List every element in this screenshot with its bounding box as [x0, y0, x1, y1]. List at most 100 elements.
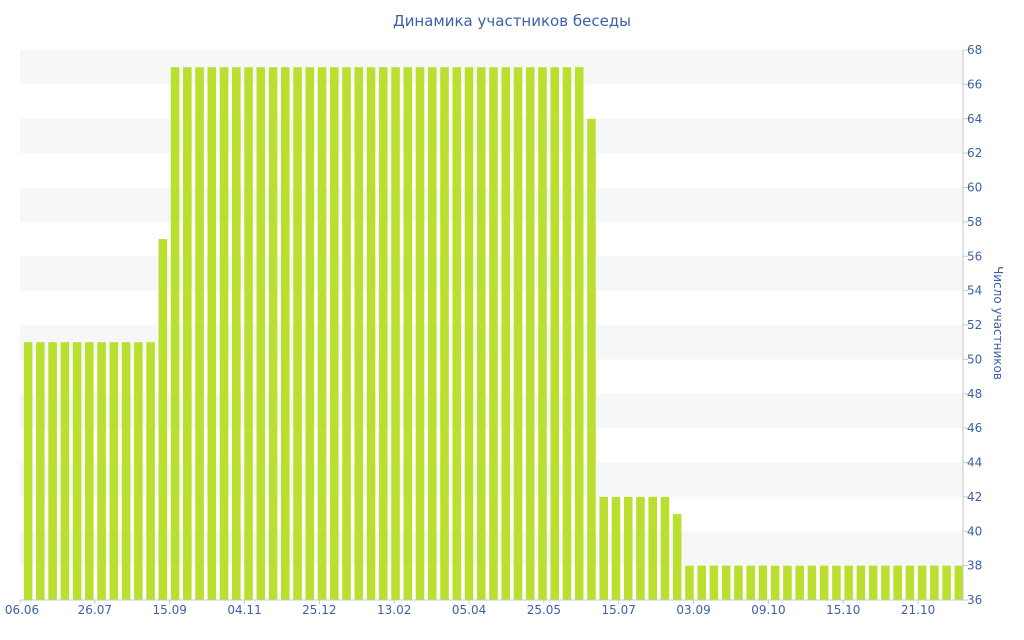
bar[interactable] — [121, 342, 131, 600]
y-tick-label: 38 — [967, 559, 982, 573]
bar[interactable] — [293, 67, 302, 600]
bar[interactable] — [697, 565, 706, 601]
y-tick-label: 44 — [967, 456, 982, 470]
bar[interactable] — [844, 565, 853, 601]
x-tick-label: 03.09 — [676, 603, 710, 617]
bar[interactable] — [685, 565, 694, 601]
bar[interactable] — [134, 342, 143, 600]
y-tick-label: 42 — [967, 490, 982, 504]
bar[interactable] — [783, 565, 792, 601]
bar[interactable] — [746, 565, 755, 601]
x-tick-label: 04.11 — [227, 603, 261, 617]
bar[interactable] — [452, 67, 462, 600]
bar[interactable] — [354, 67, 364, 600]
bar[interactable] — [72, 342, 82, 600]
bar[interactable] — [464, 67, 474, 600]
bar[interactable] — [109, 342, 119, 600]
y-tick-label: 46 — [967, 421, 982, 435]
bar[interactable] — [599, 496, 608, 601]
bar[interactable] — [856, 565, 866, 601]
y-tick-label: 48 — [967, 387, 982, 401]
bar[interactable] — [954, 565, 964, 601]
bar[interactable] — [60, 342, 70, 600]
bar[interactable] — [403, 67, 413, 600]
bar[interactable] — [930, 565, 939, 601]
bar[interactable] — [391, 67, 400, 600]
bar[interactable] — [562, 67, 572, 600]
bar[interactable] — [807, 565, 817, 601]
x-tick-label: 06.06 — [5, 603, 39, 617]
bar[interactable] — [721, 565, 731, 601]
bar[interactable] — [550, 67, 560, 600]
bar[interactable] — [146, 342, 155, 600]
bar[interactable] — [427, 67, 437, 600]
x-tick-label: 05.04 — [452, 603, 486, 617]
bar[interactable] — [207, 67, 217, 600]
bar[interactable] — [868, 565, 878, 601]
bar[interactable] — [538, 67, 547, 600]
bar[interactable] — [648, 496, 657, 601]
bar[interactable] — [23, 342, 33, 600]
bar[interactable] — [623, 496, 633, 601]
bar[interactable] — [378, 67, 388, 600]
bar[interactable] — [219, 67, 229, 600]
bar[interactable] — [415, 67, 425, 600]
bar[interactable] — [330, 67, 339, 600]
bar[interactable] — [48, 342, 57, 600]
bar[interactable] — [525, 67, 535, 600]
bar[interactable] — [97, 342, 106, 600]
bar[interactable] — [832, 565, 841, 601]
x-tick-label: 15.07 — [602, 603, 636, 617]
bar[interactable] — [905, 565, 915, 601]
bar[interactable] — [917, 565, 927, 601]
bar[interactable] — [305, 67, 315, 600]
bar[interactable] — [85, 342, 94, 600]
bar[interactable] — [611, 496, 621, 601]
bar[interactable] — [501, 67, 511, 600]
bar[interactable] — [268, 67, 278, 600]
bar[interactable] — [317, 67, 327, 600]
bar[interactable] — [636, 496, 645, 601]
y-tick-label: 50 — [967, 352, 982, 366]
bar[interactable] — [660, 496, 670, 601]
bar[interactable] — [893, 565, 902, 601]
y-tick-label: 68 — [967, 43, 982, 57]
y-tick-label: 66 — [967, 77, 982, 91]
bar[interactable] — [281, 67, 290, 600]
bar[interactable] — [366, 67, 376, 600]
bar[interactable] — [587, 118, 596, 600]
y-tick-label: 58 — [967, 215, 982, 229]
x-tick-label: 13.02 — [377, 603, 411, 617]
bar[interactable] — [819, 565, 829, 601]
bar[interactable] — [256, 67, 266, 600]
bar[interactable] — [36, 342, 45, 600]
bar[interactable] — [795, 565, 804, 601]
bar[interactable] — [672, 514, 682, 600]
bar[interactable] — [342, 67, 351, 600]
y-tick-label: 52 — [967, 318, 982, 332]
bar[interactable] — [244, 67, 253, 600]
bar[interactable] — [183, 67, 192, 600]
bar[interactable] — [881, 565, 890, 601]
y-axis-label: Число участников — [991, 266, 1005, 380]
chart-title: Динамика участников беседы — [392, 12, 632, 30]
bar[interactable] — [440, 67, 449, 600]
y-tick-label: 64 — [967, 112, 982, 126]
bar[interactable] — [709, 565, 719, 601]
y-tick-label: 40 — [967, 524, 982, 538]
bar[interactable] — [158, 239, 168, 600]
bar[interactable] — [734, 565, 743, 601]
bar[interactable] — [770, 565, 780, 601]
bar[interactable] — [232, 67, 241, 600]
bar[interactable] — [489, 67, 498, 600]
bar[interactable] — [476, 67, 486, 600]
bar[interactable] — [513, 67, 523, 600]
bar[interactable] — [195, 67, 204, 600]
bar[interactable] — [170, 67, 180, 600]
bar[interactable] — [758, 565, 768, 601]
bar[interactable] — [574, 67, 584, 600]
x-axis: 06.06 26.07 15.09 04.11 25.12 13.02 05.04 25.05… — [5, 599, 963, 617]
bar[interactable] — [942, 565, 951, 601]
